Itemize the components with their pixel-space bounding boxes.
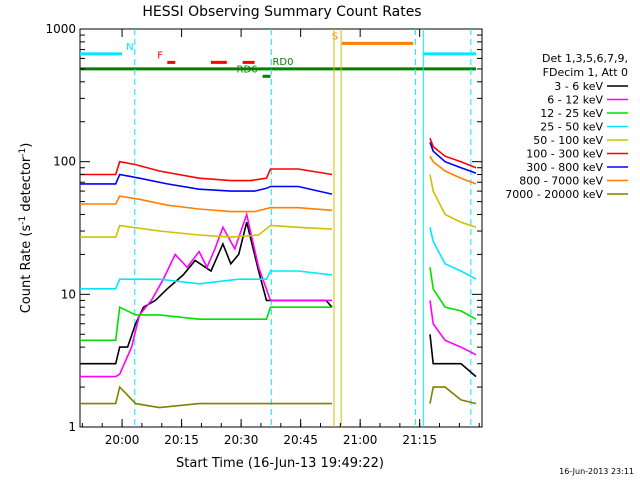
- series-line: [429, 227, 477, 280]
- legend-entry-label: 7000 - 20000 keV: [505, 188, 603, 201]
- y-axis-label: Count Rate (s-1 detector-1): [18, 143, 34, 314]
- legend: Det 1,3,5,6,7,9, FDecim 1, Att 0 3 - 6 k…: [505, 52, 628, 201]
- x-tick-label: 20:00: [105, 433, 140, 447]
- series-line: [80, 195, 333, 213]
- y-tick-label: 10: [61, 287, 76, 301]
- series-line: [80, 173, 333, 195]
- legend-entry-label: 25 - 50 keV: [540, 121, 603, 134]
- y-tick-label: 100: [53, 155, 76, 169]
- x-tick-label: 20:45: [283, 433, 318, 447]
- legend-entry-label: 800 - 7000 keV: [519, 175, 603, 188]
- legend-header-line: Det 1,3,5,6,7,9,: [542, 52, 628, 65]
- series-line: [429, 174, 477, 229]
- flags-layer: N F S RD0 RD6: [80, 31, 477, 78]
- series-line: [429, 267, 477, 320]
- x-tick-label: 20:30: [224, 433, 259, 447]
- chart-title: HESSI Observing Summary Count Rates: [142, 4, 421, 20]
- legend-entry-label: 6 - 12 keV: [547, 94, 603, 107]
- series-line: [429, 142, 477, 174]
- series-line: [80, 160, 333, 182]
- y-axis-label-part: Count Rate (s: [19, 225, 34, 314]
- x-tick-label: 20:15: [164, 433, 199, 447]
- series-line: [429, 300, 477, 356]
- y-axis-label-part: detector: [19, 156, 34, 216]
- series-line: [80, 305, 332, 342]
- timestamp: 16-Jun-2013 23:11: [559, 467, 634, 476]
- x-tick-label: 21:15: [402, 433, 437, 447]
- series-line: [429, 334, 477, 378]
- legend-header-line: FDecim 1, Att 0: [543, 66, 628, 79]
- x-tick-label: 21:00: [343, 433, 378, 447]
- series-line: [80, 270, 333, 290]
- legend-entry-label: 12 - 25 keV: [540, 107, 603, 120]
- x-axis-label: Start Time (16-Jun-13 19:49:22): [176, 456, 384, 471]
- series-line: [80, 385, 332, 409]
- flag-label: RD6: [237, 64, 258, 75]
- flag-label: F: [157, 50, 163, 61]
- series-line: [80, 211, 332, 378]
- x-axis-ticks: 20:00 20:15 20:30 20:45 21:00 21:15: [81, 29, 480, 447]
- series-line: [80, 224, 333, 238]
- legend-entry-label: 300 - 800 keV: [526, 161, 603, 174]
- legend-entry-label: 3 - 6 keV: [554, 80, 603, 93]
- series-line: [429, 386, 477, 405]
- flag-label: RD0: [272, 57, 293, 68]
- flag-label: S: [332, 31, 338, 42]
- vlines-layer: [134, 29, 472, 427]
- series-line: [429, 138, 477, 169]
- series-line: [80, 222, 333, 365]
- legend-entry-label: 100 - 300 keV: [526, 148, 603, 161]
- legend-entry-label: 50 - 100 keV: [533, 134, 603, 147]
- y-axis-label-sup: -1: [18, 148, 28, 157]
- y-axis-ticks: 1 10 100 1000: [45, 22, 482, 434]
- series-layer: [80, 138, 477, 409]
- y-axis-label-sup: -1: [18, 216, 28, 225]
- flag-label: N: [126, 42, 133, 53]
- series-line: [429, 155, 477, 185]
- y-tick-label: 1000: [45, 22, 76, 36]
- y-tick-label: 1: [68, 420, 76, 434]
- y-axis-label-part: ): [19, 143, 34, 148]
